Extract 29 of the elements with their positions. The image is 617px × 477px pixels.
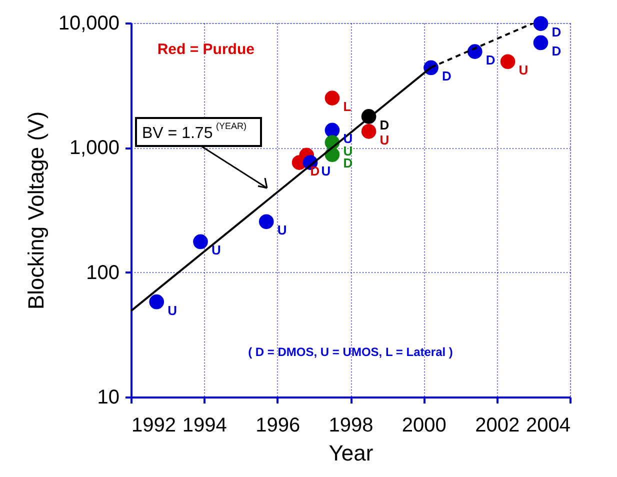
y-axis-title: Blocking Voltage (V) [23,111,48,310]
x-tick-label: 1996 [256,414,300,436]
y-tick-label: 100 [86,262,120,284]
x-tick-label: 2004 [526,414,570,436]
annotation: Red = Purdue [157,41,254,58]
annotation: D [442,68,452,84]
annotation: U [212,242,221,258]
annotation: D [380,117,390,132]
x-tick-label: 1992 [132,414,176,436]
x-tick-label: 2000 [402,414,446,436]
annotation: D [552,24,562,40]
y-tick-label: 10 [97,386,120,408]
annotation: U [321,164,331,179]
y-tick-label: 1,000 [69,137,120,160]
annotation: D [552,44,562,59]
x-axis-title: Year [328,440,374,466]
annotation: U [168,302,177,318]
annotation: L [343,99,352,114]
annotation: U [380,132,390,148]
annotation: BV = 1.75(YEAR) [142,121,247,142]
x-tick-label: 2002 [475,414,520,436]
annotation: U [518,62,528,78]
y-tick-label: 10,000 [58,12,120,34]
annotation: U [277,222,287,238]
annotation: D [310,164,320,179]
x-tick-label: 1994 [182,414,227,436]
annotation: D [486,52,496,68]
x-tick-label: 1998 [328,414,374,436]
annotation: ( D = DMOS, U = UMOS, L = Lateral ) [248,345,453,360]
